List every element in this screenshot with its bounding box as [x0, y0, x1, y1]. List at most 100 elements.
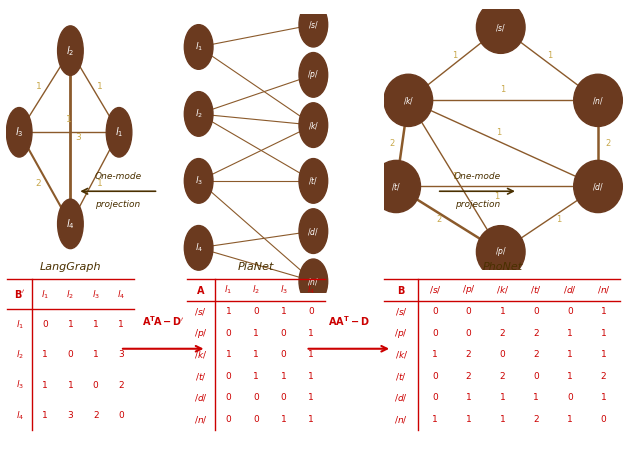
- Text: $\it{/p/}$: $\it{/p/}$: [462, 284, 476, 297]
- Text: 3: 3: [68, 411, 73, 420]
- Text: $\it{l_4}$: $\it{l_4}$: [15, 409, 24, 422]
- Text: 0: 0: [308, 307, 314, 316]
- Text: $\bf{B'}$: $\bf{B'}$: [14, 288, 26, 300]
- Text: $\it{/s/}$: $\it{/s/}$: [495, 22, 506, 33]
- Circle shape: [476, 225, 525, 278]
- Text: $\it{/t/}$: $\it{/t/}$: [195, 371, 207, 382]
- Text: 0: 0: [601, 415, 607, 424]
- Text: $\it{l_3}$: $\it{l_3}$: [280, 284, 287, 296]
- Text: 2: 2: [390, 139, 395, 148]
- Text: $\it{/t/}$: $\it{/t/}$: [391, 181, 401, 192]
- Text: 1: 1: [556, 215, 562, 224]
- Text: 0: 0: [225, 415, 231, 424]
- Text: 1: 1: [567, 328, 573, 338]
- Text: 2: 2: [500, 372, 505, 381]
- Text: $\it{l_4}$: $\it{l_4}$: [66, 217, 75, 231]
- Circle shape: [299, 53, 328, 97]
- Text: 1: 1: [281, 372, 287, 381]
- Text: 0: 0: [253, 415, 259, 424]
- Circle shape: [299, 259, 328, 304]
- Text: 0: 0: [253, 393, 259, 402]
- Text: 1: 1: [601, 328, 607, 338]
- Text: $\bf{B}$: $\bf{B}$: [397, 284, 406, 296]
- Text: 2: 2: [118, 381, 124, 390]
- Text: 2: 2: [533, 350, 539, 359]
- Text: $\it{/d/}$: $\it{/d/}$: [592, 181, 604, 192]
- Text: 2: 2: [93, 411, 99, 420]
- Text: $\it{/k/}$: $\it{/k/}$: [394, 349, 408, 360]
- Text: 0: 0: [567, 307, 573, 316]
- Text: $\it{/s/}$: $\it{/s/}$: [395, 306, 408, 317]
- Text: 1: 1: [466, 393, 472, 402]
- Text: $\it{/n/}$: $\it{/n/}$: [394, 414, 408, 425]
- Text: 2: 2: [466, 350, 472, 359]
- Circle shape: [299, 158, 328, 203]
- Text: 0: 0: [281, 328, 287, 338]
- Text: 0: 0: [93, 381, 99, 390]
- Text: 2: 2: [500, 328, 505, 338]
- Circle shape: [299, 103, 328, 148]
- Text: 0: 0: [466, 328, 472, 338]
- Text: $\it{l_3}$: $\it{l_3}$: [195, 175, 203, 187]
- Text: $\it{l_1}$: $\it{l_1}$: [225, 284, 232, 296]
- Text: 1: 1: [466, 415, 472, 424]
- Text: 1: 1: [225, 307, 231, 316]
- Text: $\it{l_3}$: $\it{l_3}$: [16, 379, 24, 391]
- Text: $\it{l_3}$: $\it{l_3}$: [15, 126, 24, 139]
- Text: $\it{/k/}$: $\it{/k/}$: [194, 349, 207, 360]
- Text: 1: 1: [42, 381, 48, 390]
- Text: $\it{l_1}$: $\it{l_1}$: [195, 41, 203, 53]
- Text: 0: 0: [42, 320, 48, 329]
- Text: 1: 1: [601, 307, 607, 316]
- Text: 0: 0: [225, 393, 231, 402]
- Text: $\it{l_4}$: $\it{l_4}$: [307, 284, 316, 296]
- Text: $\it{l_1}$: $\it{l_1}$: [41, 288, 49, 301]
- Text: 1: 1: [432, 415, 438, 424]
- Text: 1: 1: [452, 51, 457, 60]
- Text: 1: 1: [93, 350, 99, 359]
- Text: 1: 1: [118, 320, 124, 329]
- Text: 1: 1: [308, 415, 314, 424]
- Text: One-mode: One-mode: [454, 172, 501, 181]
- Circle shape: [58, 199, 83, 248]
- Circle shape: [384, 74, 433, 126]
- Circle shape: [299, 209, 328, 253]
- Text: 1: 1: [308, 328, 314, 338]
- Text: 1: 1: [97, 82, 102, 91]
- Text: 1: 1: [36, 82, 41, 91]
- Text: 1: 1: [42, 411, 48, 420]
- Text: 0: 0: [500, 350, 505, 359]
- Text: 2: 2: [533, 328, 539, 338]
- Text: $\it{l_1}$: $\it{l_1}$: [16, 318, 24, 331]
- Text: $\it{/p/}$: $\it{/p/}$: [307, 68, 319, 81]
- Text: 2: 2: [466, 372, 472, 381]
- Text: 3: 3: [118, 350, 124, 359]
- Text: 1: 1: [308, 372, 314, 381]
- Text: 1: 1: [93, 320, 99, 329]
- Text: $\it{/k/}$: $\it{/k/}$: [403, 95, 414, 106]
- Circle shape: [372, 160, 420, 212]
- Circle shape: [106, 108, 132, 157]
- Text: $\it{/t/}$: $\it{/t/}$: [531, 284, 542, 296]
- Circle shape: [573, 160, 622, 212]
- Text: $\mathbf{AA^T-D}$: $\mathbf{AA^T-D}$: [328, 314, 370, 328]
- Circle shape: [58, 26, 83, 75]
- Text: 1: 1: [308, 350, 314, 359]
- Text: 3: 3: [76, 133, 81, 142]
- Text: 0: 0: [432, 307, 438, 316]
- Text: 0: 0: [118, 411, 124, 420]
- Text: 2: 2: [36, 179, 41, 188]
- Circle shape: [184, 25, 213, 69]
- Text: 1: 1: [253, 350, 259, 359]
- Circle shape: [476, 1, 525, 54]
- Text: 1: 1: [281, 415, 287, 424]
- Circle shape: [184, 92, 213, 136]
- Circle shape: [573, 74, 622, 126]
- Text: $\it{/d/}$: $\it{/d/}$: [563, 284, 577, 296]
- Text: 1: 1: [281, 307, 287, 316]
- Text: PlaNet: PlaNet: [238, 262, 274, 272]
- Text: $\it{/n/}$: $\it{/n/}$: [592, 95, 604, 106]
- Circle shape: [299, 2, 328, 47]
- Text: 0: 0: [533, 372, 539, 381]
- Text: 1: 1: [547, 51, 552, 60]
